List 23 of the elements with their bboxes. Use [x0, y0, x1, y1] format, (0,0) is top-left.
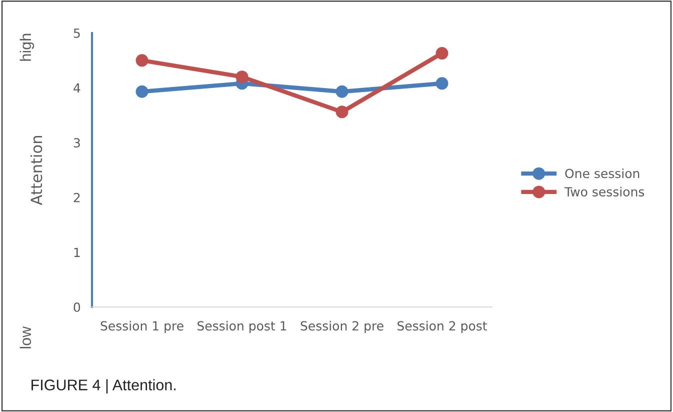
y-tick-label: 4 [74, 83, 80, 93]
y-tick-label: 3 [74, 138, 80, 148]
text: low [20, 326, 32, 348]
legend-label: Two sessions [564, 186, 644, 196]
y-tick-label: 2 [74, 192, 80, 202]
legend-label: One session [565, 168, 640, 178]
x-tick-label: Session 2 pre [300, 320, 384, 333]
text: high [20, 34, 34, 61]
point [436, 47, 448, 60]
point [336, 85, 348, 98]
y-tick-label: 0 [74, 302, 80, 312]
x-tick-label: Session 1 pre [100, 320, 184, 333]
caption: FIGURE 4 | Attention. [32, 379, 176, 394]
y-tick-label: 1 [74, 248, 80, 257]
point [336, 106, 348, 118]
x-tick-label: Session 2 post [398, 320, 487, 333]
point [236, 70, 248, 84]
y-axis-title: Attention [30, 136, 42, 206]
point [136, 85, 148, 98]
point [136, 54, 148, 67]
y-tick-label: 5 [74, 28, 80, 38]
x-tick-label: Session post 1 [198, 320, 286, 333]
point [436, 77, 448, 90]
